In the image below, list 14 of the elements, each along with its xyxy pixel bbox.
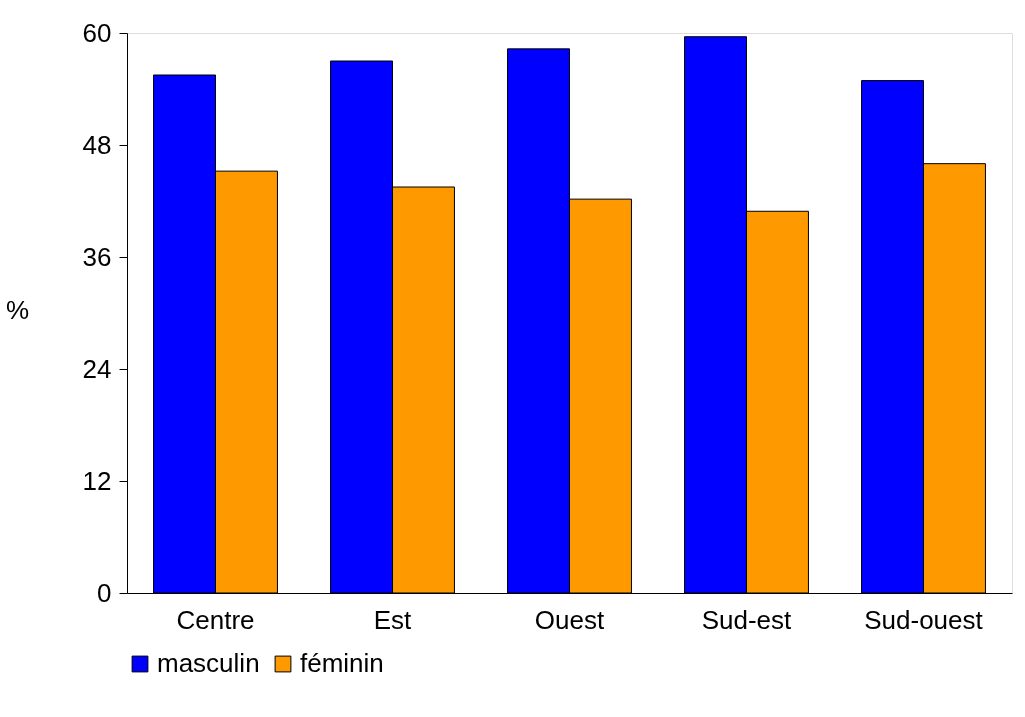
y-tick-label: 0 (97, 577, 112, 608)
x-tick-label: Centre (176, 604, 255, 635)
y-tick-label: 48 (82, 129, 112, 160)
legend-label: féminin (300, 648, 384, 678)
legend-label: masculin (157, 648, 260, 678)
y-axis-title: % (5, 294, 30, 325)
y-tick-label: 24 (82, 353, 112, 384)
x-tick-label: Sud-est (701, 604, 793, 635)
y-tick-label: 36 (82, 241, 112, 272)
x-tick-label: Sud-ouest (864, 604, 984, 635)
x-tick-label: Ouest (534, 604, 605, 635)
x-tick-label: Est (373, 604, 413, 635)
y-tick-label: 12 (82, 465, 112, 496)
y-tick-label: 60 (82, 17, 112, 48)
